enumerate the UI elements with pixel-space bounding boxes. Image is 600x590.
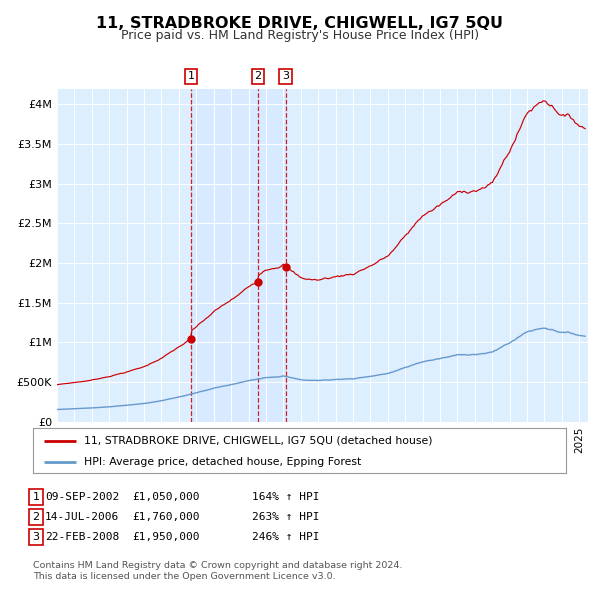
Text: 22-FEB-2008: 22-FEB-2008 <box>45 532 119 542</box>
Text: 3: 3 <box>32 532 40 542</box>
Text: 3: 3 <box>282 71 289 81</box>
Text: 2: 2 <box>32 512 40 522</box>
Text: £1,760,000: £1,760,000 <box>132 512 199 522</box>
Text: HPI: Average price, detached house, Epping Forest: HPI: Average price, detached house, Eppi… <box>83 457 361 467</box>
Text: £1,950,000: £1,950,000 <box>132 532 199 542</box>
Text: Contains HM Land Registry data © Crown copyright and database right 2024.: Contains HM Land Registry data © Crown c… <box>33 560 403 569</box>
Text: 14-JUL-2006: 14-JUL-2006 <box>45 512 119 522</box>
Text: 11, STRADBROKE DRIVE, CHIGWELL, IG7 5QU (detached house): 11, STRADBROKE DRIVE, CHIGWELL, IG7 5QU … <box>83 436 432 446</box>
Text: 1: 1 <box>187 71 194 81</box>
Text: 164% ↑ HPI: 164% ↑ HPI <box>252 492 320 502</box>
Bar <box>191 88 286 422</box>
Text: £1,050,000: £1,050,000 <box>132 492 199 502</box>
Text: 1: 1 <box>32 492 40 502</box>
Text: 09-SEP-2002: 09-SEP-2002 <box>45 492 119 502</box>
Text: 11, STRADBROKE DRIVE, CHIGWELL, IG7 5QU: 11, STRADBROKE DRIVE, CHIGWELL, IG7 5QU <box>97 16 503 31</box>
Text: This data is licensed under the Open Government Licence v3.0.: This data is licensed under the Open Gov… <box>33 572 335 581</box>
Text: 2: 2 <box>254 71 262 81</box>
Text: 263% ↑ HPI: 263% ↑ HPI <box>252 512 320 522</box>
Text: 246% ↑ HPI: 246% ↑ HPI <box>252 532 320 542</box>
Text: Price paid vs. HM Land Registry's House Price Index (HPI): Price paid vs. HM Land Registry's House … <box>121 29 479 42</box>
